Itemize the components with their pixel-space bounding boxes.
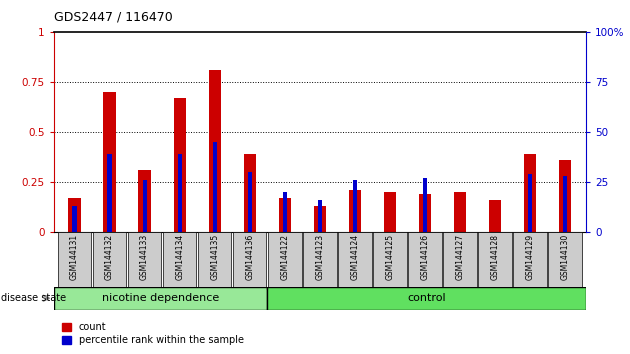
Text: GSM144130: GSM144130	[561, 234, 570, 280]
Bar	[209, 70, 220, 232]
Bar	[267, 287, 586, 310]
Text: GSM144134: GSM144134	[175, 234, 184, 280]
Bar	[58, 232, 91, 287]
Bar	[353, 180, 357, 232]
Bar	[268, 232, 302, 287]
Text: GSM144133: GSM144133	[140, 234, 149, 280]
Bar	[108, 154, 112, 232]
Bar	[373, 232, 406, 287]
Bar	[478, 232, 512, 287]
Text: GDS2447 / 116470: GDS2447 / 116470	[54, 11, 172, 24]
Bar	[278, 198, 291, 232]
Text: GSM144131: GSM144131	[70, 234, 79, 280]
Text: GSM144122: GSM144122	[280, 234, 289, 280]
Text: GSM144126: GSM144126	[420, 234, 429, 280]
Text: GSM144136: GSM144136	[245, 234, 254, 280]
Bar	[348, 190, 361, 232]
Legend: count, percentile rank within the sample: count, percentile rank within the sample	[59, 319, 248, 349]
Bar	[528, 174, 532, 232]
Bar	[142, 180, 147, 232]
Bar	[454, 192, 466, 232]
Bar	[173, 98, 186, 232]
Bar	[524, 154, 536, 232]
Bar	[178, 154, 181, 232]
Bar	[244, 154, 256, 232]
Text: GSM144135: GSM144135	[210, 234, 219, 280]
Bar	[559, 160, 571, 232]
Text: GSM144124: GSM144124	[350, 234, 359, 280]
Bar	[513, 232, 547, 287]
Bar	[128, 232, 161, 287]
Text: GSM144123: GSM144123	[315, 234, 324, 280]
Text: disease state: disease state	[1, 293, 66, 303]
Bar	[423, 178, 427, 232]
Bar	[563, 176, 567, 232]
Bar	[443, 232, 477, 287]
Bar	[69, 198, 81, 232]
Bar	[93, 232, 127, 287]
Bar	[233, 232, 266, 287]
Text: GSM144125: GSM144125	[386, 234, 394, 280]
Text: control: control	[407, 293, 446, 303]
Text: GSM144128: GSM144128	[490, 234, 500, 280]
Bar	[419, 194, 431, 232]
Bar	[384, 192, 396, 232]
Text: GSM144127: GSM144127	[455, 234, 464, 280]
Bar	[303, 232, 336, 287]
Bar	[338, 232, 372, 287]
Bar	[54, 287, 267, 310]
Bar	[248, 172, 252, 232]
Bar	[314, 206, 326, 232]
Bar	[163, 232, 197, 287]
Bar	[198, 232, 231, 287]
Bar	[548, 232, 581, 287]
Bar	[318, 200, 322, 232]
Text: nicotine dependence: nicotine dependence	[102, 293, 219, 303]
Bar	[212, 142, 217, 232]
Bar	[103, 92, 116, 232]
Bar	[72, 206, 77, 232]
Bar	[489, 200, 501, 232]
Bar	[283, 192, 287, 232]
Text: GSM144132: GSM144132	[105, 234, 114, 280]
Text: GSM144129: GSM144129	[525, 234, 534, 280]
Bar	[139, 170, 151, 232]
Bar	[408, 232, 442, 287]
